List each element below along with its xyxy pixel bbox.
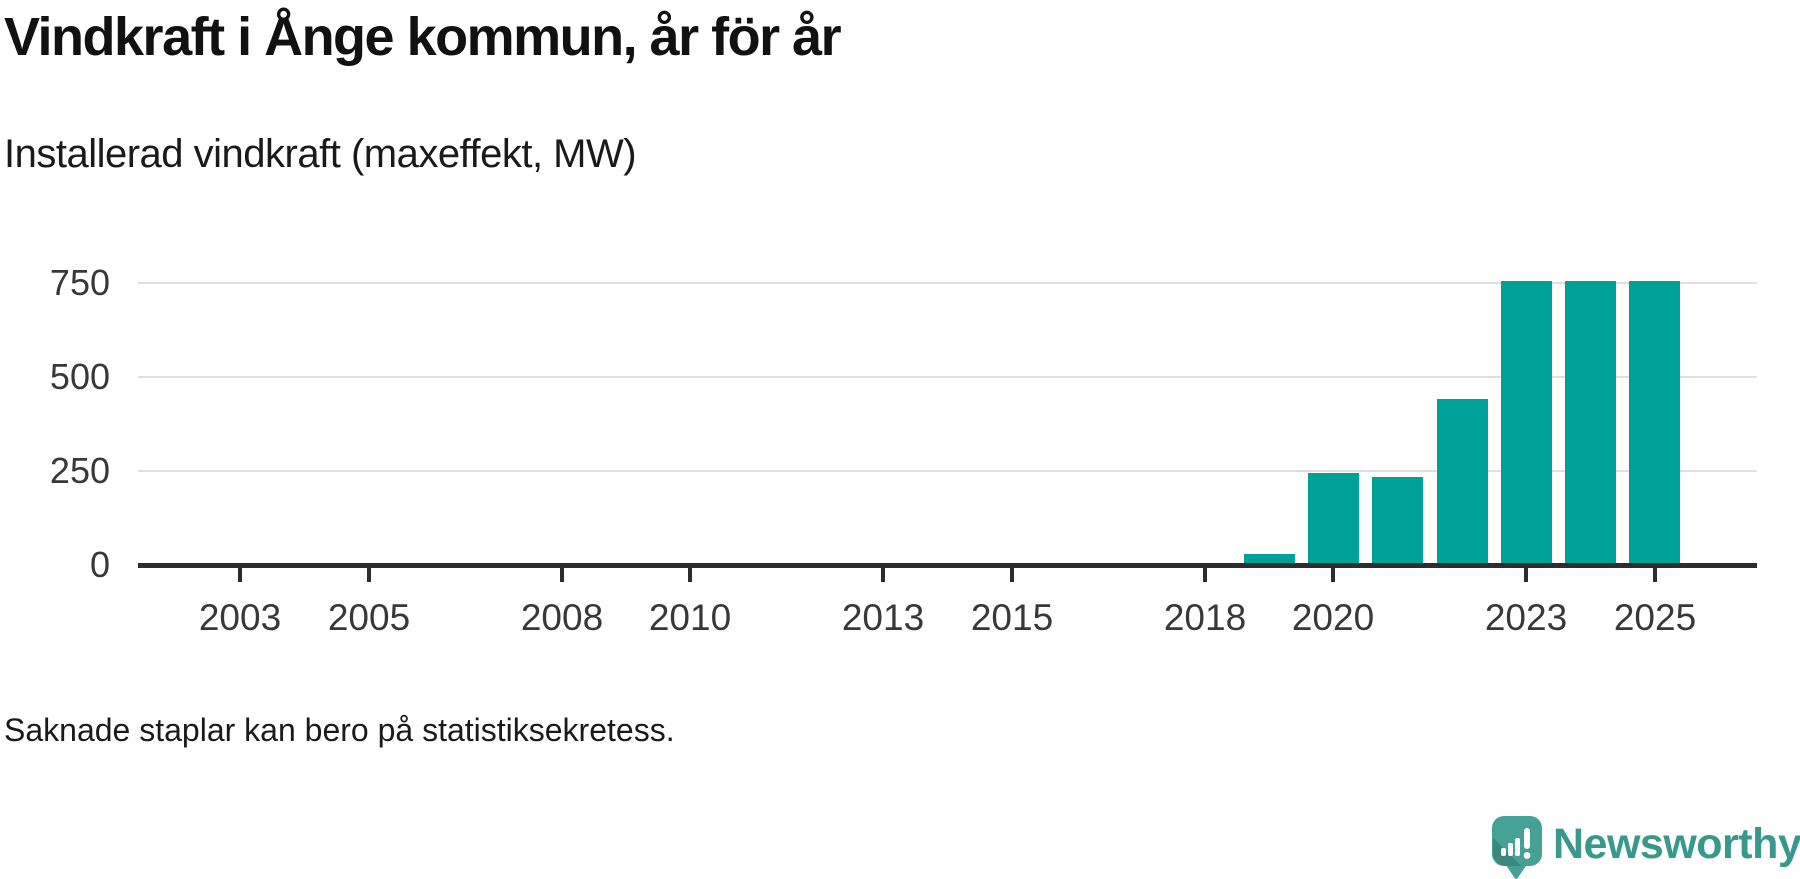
x-tick-label-2018: 2018 xyxy=(1163,597,1247,638)
x-tick-label-2003: 2003 xyxy=(198,597,282,638)
x-tick-2023 xyxy=(1524,568,1528,582)
x-tick-2005 xyxy=(367,568,371,582)
x-tick-label-2008: 2008 xyxy=(520,597,604,638)
gridline-500 xyxy=(138,376,1757,378)
newsworthy-bubble-chart-icon xyxy=(1492,816,1542,879)
y-tick-label-500: 500 xyxy=(49,356,110,397)
x-tick-2010 xyxy=(688,568,692,582)
bar-2022 xyxy=(1437,399,1488,563)
gridline-250 xyxy=(138,470,1757,472)
bar-2020 xyxy=(1308,473,1359,563)
chart-title: Vindkraft i Ånge kommun, år för år xyxy=(4,7,842,67)
y-tick-label-0: 0 xyxy=(89,544,110,585)
x-tick-label-2010: 2010 xyxy=(648,597,732,638)
bar-2023 xyxy=(1501,281,1552,563)
newsworthy-wordmark: Newsworthy xyxy=(1553,820,1800,868)
x-tick-label-2005: 2005 xyxy=(327,597,411,638)
footnote: Saknade staplar kan bero på statistiksek… xyxy=(4,712,675,748)
bar-2025 xyxy=(1629,281,1680,563)
x-tick-label-2013: 2013 xyxy=(841,597,925,638)
y-tick-label-250: 250 xyxy=(49,450,110,491)
gridline-750 xyxy=(138,282,1757,284)
x-tick-2015 xyxy=(1010,568,1014,582)
x-tick-label-2025: 2025 xyxy=(1613,597,1697,638)
x-tick-label-2015: 2015 xyxy=(970,597,1054,638)
x-tick-label-2023: 2023 xyxy=(1484,597,1568,638)
bar-2024 xyxy=(1565,281,1616,563)
x-tick-2025 xyxy=(1653,568,1657,582)
x-tick-2008 xyxy=(560,568,564,582)
x-tick-label-2020: 2020 xyxy=(1291,597,1375,638)
y-tick-label-750: 750 xyxy=(49,262,110,303)
x-tick-2020 xyxy=(1331,568,1335,582)
x-tick-2013 xyxy=(881,568,885,582)
chart-subtitle: Installerad vindkraft (maxeffekt, MW) xyxy=(4,132,637,176)
x-tick-2018 xyxy=(1203,568,1207,582)
bar-2019 xyxy=(1244,554,1295,563)
bar-2021 xyxy=(1372,477,1423,563)
x-tick-2003 xyxy=(238,568,242,582)
x-axis-line xyxy=(138,563,1757,568)
